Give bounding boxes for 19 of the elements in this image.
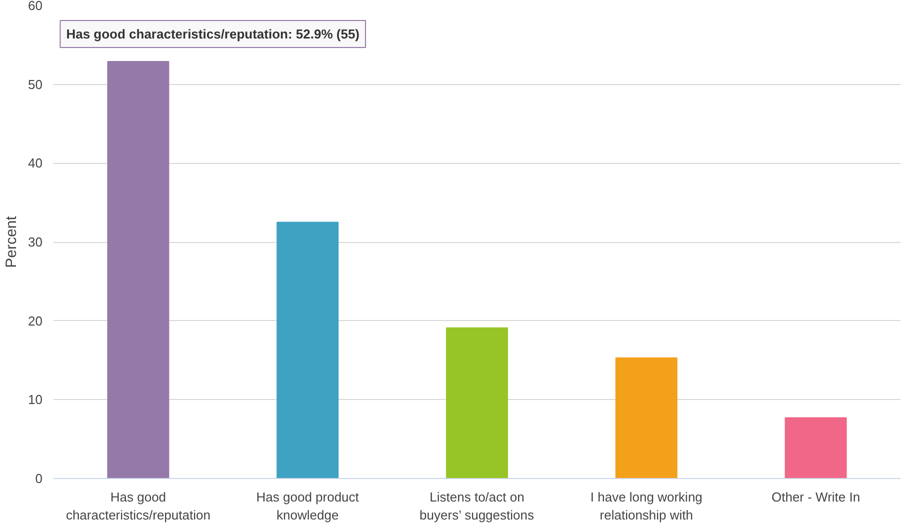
x-tick-label: Has good product knowledge — [256, 490, 360, 522]
bar — [784, 417, 847, 478]
y-tick-label: 30 — [28, 234, 43, 250]
x-tick-label: Listens to/act on buyers’ suggestions — [420, 490, 534, 522]
y-tick-label: 0 — [35, 471, 43, 486]
x-tick-label: Has good characteristics/reputation — [66, 490, 210, 522]
bar — [276, 222, 339, 478]
bar — [107, 60, 170, 478]
y-axis-title: Percent — [3, 215, 20, 268]
y-tick-label: 40 — [28, 156, 43, 171]
y-tick-label: 20 — [28, 313, 43, 328]
y-tick-label: 10 — [28, 392, 43, 408]
bar — [615, 357, 678, 478]
x-tick-label: Other - Write In — [771, 490, 860, 504]
y-tick-label: 60 — [28, 0, 43, 13]
annotation: Has good characteristics/reputation: 52.9% (55) — [66, 26, 360, 42]
y-tick-label: 50 — [28, 76, 43, 92]
x-tick-label: I have long working relationship with — [590, 490, 702, 522]
bar — [446, 327, 508, 478]
